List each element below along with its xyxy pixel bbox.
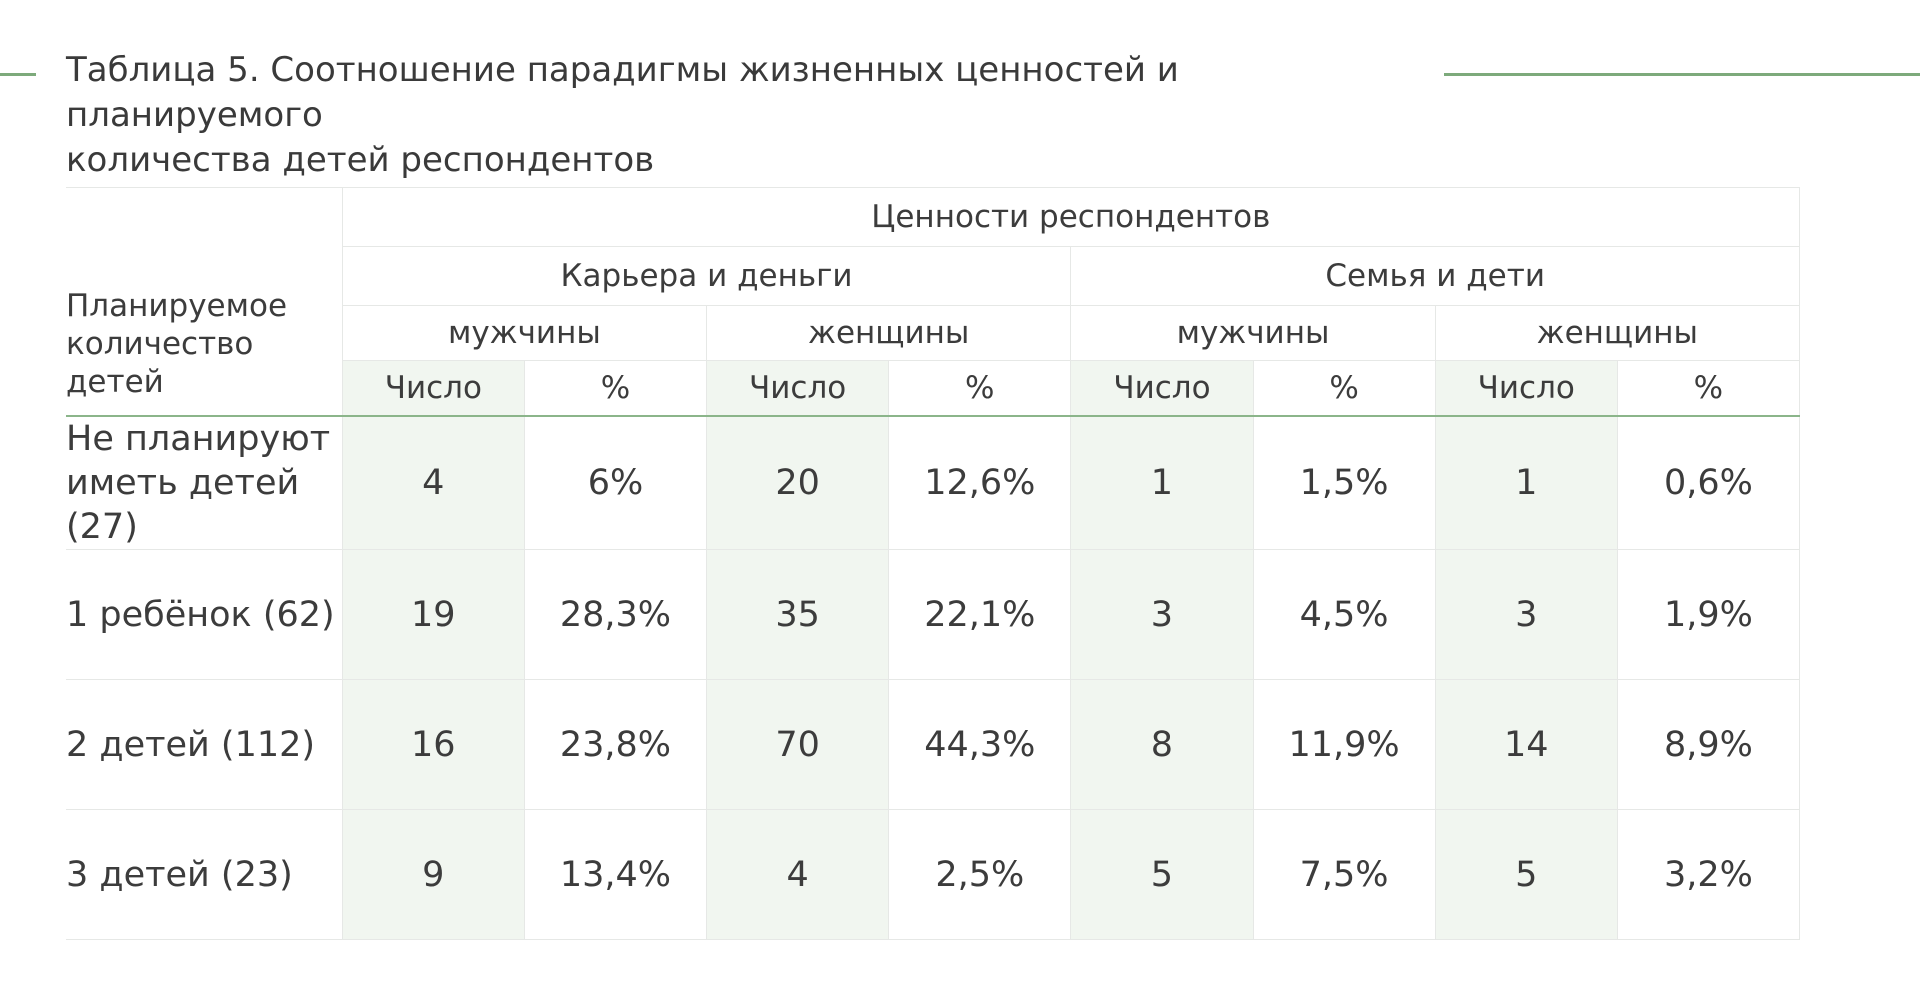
count-cell: 8 xyxy=(1070,679,1254,810)
row-label: Не планируют иметь детей (27) xyxy=(66,415,343,550)
table-row: 1 ребёнок (62) 19 28,3% 35 22,1% 3 4,5% … xyxy=(66,549,1801,680)
header-row-subcolumns: Число % Число % Число % Число % xyxy=(66,360,1801,417)
subcolumn-header-percent: % xyxy=(1616,360,1801,417)
table-title-line-1: Таблица 5. Соотношение парадигмы жизненн… xyxy=(66,50,1179,135)
top-header-cell: Ценности респондентов xyxy=(341,187,1801,247)
subcolumn-header-percent: % xyxy=(1252,360,1436,417)
count-cell: 19 xyxy=(341,549,525,680)
count-cell: 20 xyxy=(706,415,890,550)
count-cell: 4 xyxy=(706,809,890,940)
row-label-line: Не планируют xyxy=(66,419,331,459)
subcolumn-header-count: Число xyxy=(1070,360,1254,417)
count-cell: 35 xyxy=(706,549,890,680)
row-label-line: 2 детей (112) xyxy=(66,724,316,765)
percent-cell: 3,2% xyxy=(1616,809,1801,940)
percent-cell: 11,9% xyxy=(1252,679,1436,810)
row-label-line: 1 ребёнок (62) xyxy=(66,594,335,635)
percent-cell: 22,1% xyxy=(888,549,1072,680)
header-row-groups: Карьера и деньги Семья и дети xyxy=(66,246,1800,306)
table-row: 2 детей (112) 16 23,8% 70 44,3% 8 11,9% … xyxy=(66,679,1801,810)
title-rule-right xyxy=(1444,73,1920,76)
count-cell: 16 xyxy=(341,679,525,810)
gender-header-cell: мужчины xyxy=(341,305,708,361)
count-cell: 14 xyxy=(1434,679,1618,810)
subcolumn-header-count: Число xyxy=(706,360,890,417)
percent-cell: 1,5% xyxy=(1252,415,1436,550)
count-cell: 1 xyxy=(1434,415,1618,550)
subcolumn-header-percent: % xyxy=(888,360,1072,417)
percent-cell: 6% xyxy=(523,415,708,550)
percent-cell: 13,4% xyxy=(523,809,708,940)
count-cell: 1 xyxy=(1070,415,1254,550)
table-row: Не планируют иметь детей (27) 4 6% 20 12… xyxy=(66,415,1801,550)
table-row: 3 детей (23) 9 13,4% 4 2,5% 5 7,5% 5 3,2… xyxy=(66,809,1801,940)
percent-cell: 2,5% xyxy=(888,809,1072,940)
count-cell: 70 xyxy=(706,679,890,810)
row-label: 3 детей (23) xyxy=(66,809,343,940)
header-row-values: Планируемое количество детей Ценности ре… xyxy=(66,187,1801,416)
percent-cell: 8,9% xyxy=(1616,679,1801,810)
count-cell: 9 xyxy=(341,809,525,940)
row-label: 1 ребёнок (62) xyxy=(66,549,343,680)
subcolumn-header-percent: % xyxy=(523,360,708,417)
percent-cell: 28,3% xyxy=(523,549,708,680)
subcolumn-header-count: Число xyxy=(1434,360,1618,417)
percent-cell: 23,8% xyxy=(523,679,708,810)
values-children-table: Планируемое количество детей Ценности ре… xyxy=(66,187,1801,940)
gender-header-cell: женщины xyxy=(1434,305,1801,361)
percent-cell: 0,6% xyxy=(1616,415,1801,550)
title-rule-left xyxy=(0,73,36,76)
count-cell: 5 xyxy=(1434,809,1618,940)
count-cell: 3 xyxy=(1434,549,1618,680)
percent-cell: 7,5% xyxy=(1252,809,1436,940)
table-title: Таблица 5. Соотношение парадигмы жизненн… xyxy=(66,48,1396,183)
gender-header-cell: мужчины xyxy=(1070,305,1436,361)
row-label: 2 детей (112) xyxy=(66,679,343,810)
count-cell: 5 xyxy=(1070,809,1254,940)
percent-cell: 1,9% xyxy=(1616,549,1801,680)
row-header-line-2: количество детей xyxy=(66,326,254,400)
subcolumn-header-count: Число xyxy=(341,360,525,417)
row-label-line: иметь детей (27) xyxy=(66,463,300,547)
row-header-cell: Планируемое количество детей xyxy=(66,187,343,416)
table-title-line-2: количества детей респондентов xyxy=(66,140,655,180)
group-header-career: Карьера и деньги xyxy=(341,246,1072,306)
group-header-family: Семья и дети xyxy=(1070,246,1800,306)
header-row-genders: мужчины женщины мужчины женщины xyxy=(66,305,1801,361)
row-header-line-1: Планируемое xyxy=(66,288,288,324)
count-cell: 3 xyxy=(1070,549,1254,680)
gender-header-cell: женщины xyxy=(706,305,1072,361)
row-label-line: 3 детей (23) xyxy=(66,854,293,895)
percent-cell: 4,5% xyxy=(1252,549,1436,680)
count-cell: 4 xyxy=(341,415,525,550)
percent-cell: 12,6% xyxy=(888,415,1072,550)
percent-cell: 44,3% xyxy=(888,679,1072,810)
